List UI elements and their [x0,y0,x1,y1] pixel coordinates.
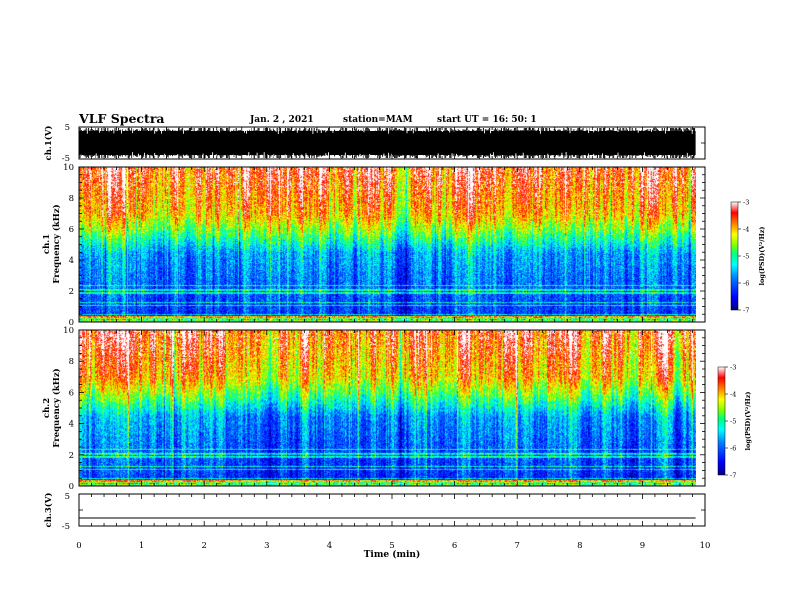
ch2-spectrogram-image [79,330,696,486]
ch1-waveform-ylabel: ch.1(V) [43,126,54,161]
ch2-freq-axis: 0 2 4 6 8 10 [63,326,705,492]
colorbar-tick-label: -7 [730,472,736,480]
freq-tick-label: 8 [69,194,74,204]
ch3-ytick-bottom: -5 [62,522,70,532]
time-axis-labels: 0 1 2 3 4 5 6 7 8 9 10 [76,541,710,551]
x-tick-label: 2 [201,541,206,551]
freq-tick-label: 6 [69,388,74,398]
colorbar-tick-label: -5 [730,418,736,426]
ch1-freq-axis: 0 2 4 6 8 10 [63,163,705,328]
header-date: Jan. 2 , 2021 [249,115,314,125]
x-tick-label: 10 [700,541,711,551]
freq-tick-label: 6 [69,225,74,235]
x-tick-label: 9 [640,541,645,551]
ch1-channel-label: ch.1 [42,234,52,254]
ch1-ytick-top: 5 [65,123,70,133]
freq-tick-label: 10 [63,163,74,173]
x-tick-label: 3 [264,541,269,551]
x-tick-label: 5 [389,541,394,551]
time-axis-ticks [78,126,706,527]
ch1-freq-ylabel: Frequency (kHz) [51,204,62,283]
header-start-time: start UT = 16: 50: 1 [437,115,537,125]
colorbar-tick-label: -4 [743,226,749,234]
header-station: station=MAM [343,115,413,125]
time-axis-label: Time (min) [364,549,421,560]
figure-title: VLF Spectra [78,111,165,126]
ch2-colorbar [717,366,726,476]
ch2-channel-label: ch.2 [42,398,52,418]
freq-tick-label: 2 [69,451,74,461]
ch1-colorbar-ticks: -3 -4 -5 -6 -7 [738,199,749,315]
colorbar-tick-label: -3 [730,364,736,372]
freq-tick-label: 2 [69,287,74,297]
colorbar-tick-label: -7 [743,307,749,315]
freq-tick-label: 0 [69,318,74,328]
ch1-spectrogram-image [79,167,696,322]
colorbar-tick-label: -4 [730,391,736,399]
x-tick-label: 8 [577,541,582,551]
ch2-freq-ylabel: Frequency (kHz) [51,368,62,447]
ch1-waveform-trace [78,128,696,158]
ch1-waveform-gaps [80,128,696,158]
freq-tick-label: 0 [69,482,74,492]
freq-tick-label: 8 [69,357,74,367]
ch3-waveform-ylabel: ch.3(V) [43,493,54,528]
ch1-ytick-bottom: -5 [62,154,70,164]
colorbar-tick-label: -6 [743,280,749,288]
ch2-colorbar-label: log(PSD)(V²/Hz) [744,392,752,451]
x-tick-label: 7 [514,541,519,551]
x-tick-label: 6 [452,541,457,551]
ch3-waveform-panel: 5 -5 ch.3(V) [43,492,706,532]
x-tick-label: 0 [76,541,81,551]
x-tick-label: 1 [139,541,144,551]
colorbar-tick-label: -6 [730,445,736,453]
freq-tick-label: 10 [63,326,74,336]
freq-tick-label: 4 [69,420,74,430]
ch1-colorbar [730,201,739,311]
ch3-ytick-top: 5 [65,492,70,502]
freq-tick-label: 4 [69,256,74,266]
ch1-colorbar-label: log(PSD)(V²/Hz) [758,227,766,286]
colorbar-tick-label: -3 [743,199,749,207]
ch2-colorbar-ticks: -3 -4 -5 -6 -7 [725,364,736,480]
x-tick-label: 4 [327,541,332,551]
ch1-waveform-panel: 5 -5 ch.1(V) [43,123,706,164]
colorbar-tick-label: -5 [743,253,749,261]
